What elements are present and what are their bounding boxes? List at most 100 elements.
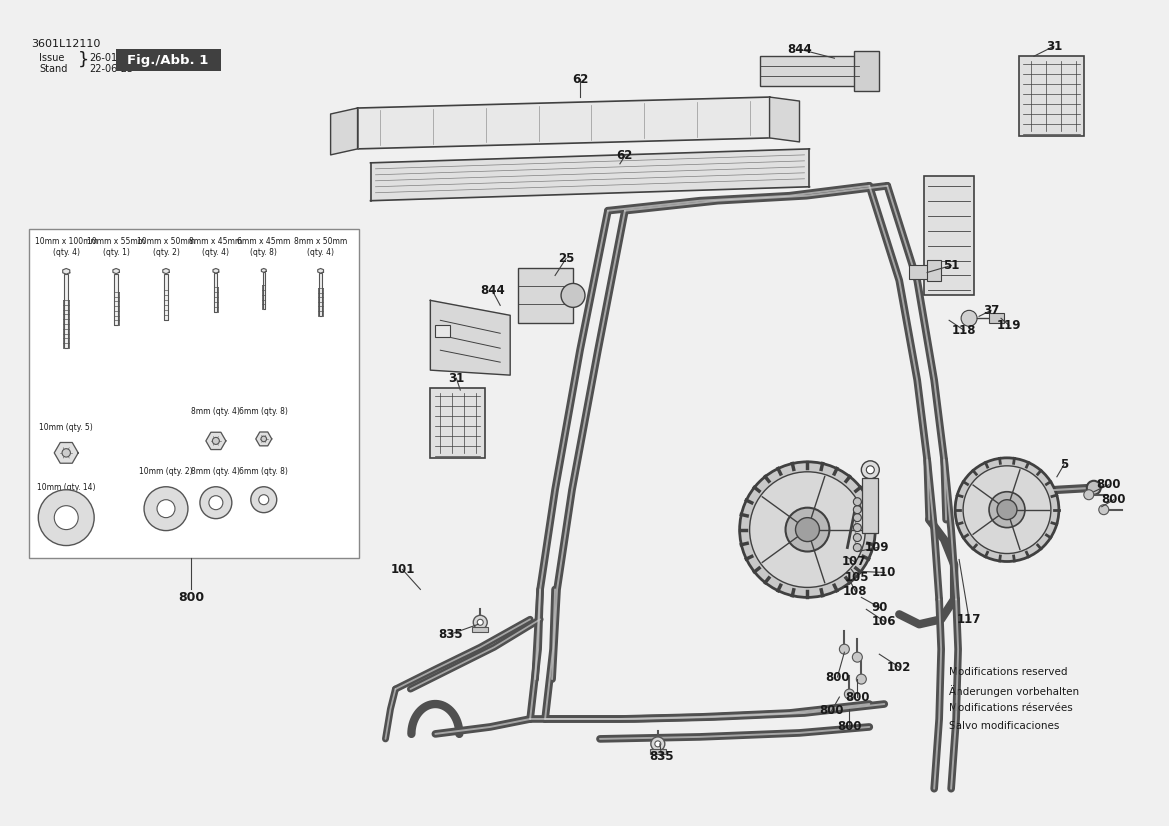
Polygon shape bbox=[371, 149, 809, 201]
Text: 10mm (qty. 2): 10mm (qty. 2) bbox=[139, 467, 193, 476]
Text: Modifications réservées: Modifications réservées bbox=[949, 703, 1073, 713]
Circle shape bbox=[786, 508, 830, 552]
Text: 6mm x 45mm
(qty. 8): 6mm x 45mm (qty. 8) bbox=[237, 236, 290, 257]
Text: 10mm (qty. 14): 10mm (qty. 14) bbox=[37, 482, 96, 491]
Text: 22-06-23: 22-06-23 bbox=[89, 64, 133, 74]
Text: 37: 37 bbox=[983, 304, 999, 317]
Text: 800: 800 bbox=[845, 691, 870, 704]
Polygon shape bbox=[262, 268, 267, 273]
Bar bbox=[319, 273, 323, 316]
Text: 110: 110 bbox=[872, 566, 897, 579]
Bar bbox=[1019, 56, 1084, 136]
Circle shape bbox=[853, 524, 862, 532]
Polygon shape bbox=[318, 268, 324, 273]
Polygon shape bbox=[430, 301, 510, 375]
Circle shape bbox=[853, 498, 862, 506]
Bar bbox=[989, 313, 1004, 323]
Circle shape bbox=[477, 620, 483, 625]
Circle shape bbox=[258, 495, 269, 505]
Text: 62: 62 bbox=[617, 150, 634, 163]
Text: Salvo modificaciones: Salvo modificaciones bbox=[949, 721, 1059, 731]
Text: 119: 119 bbox=[997, 319, 1022, 332]
Circle shape bbox=[989, 491, 1025, 528]
Polygon shape bbox=[213, 268, 219, 273]
Circle shape bbox=[963, 466, 1051, 553]
Text: 835: 835 bbox=[650, 750, 675, 763]
Circle shape bbox=[853, 506, 862, 514]
Circle shape bbox=[209, 496, 223, 510]
Polygon shape bbox=[358, 97, 769, 149]
Text: 8mm x 45mm
(qty. 4): 8mm x 45mm (qty. 4) bbox=[189, 236, 242, 257]
Circle shape bbox=[795, 518, 819, 542]
Bar bbox=[472, 627, 489, 632]
Text: 51: 51 bbox=[943, 259, 960, 272]
Circle shape bbox=[844, 689, 855, 699]
Polygon shape bbox=[769, 97, 800, 142]
Circle shape bbox=[1099, 505, 1108, 515]
Polygon shape bbox=[54, 443, 78, 463]
Circle shape bbox=[839, 644, 850, 654]
Text: 8mm (qty. 4): 8mm (qty. 4) bbox=[192, 467, 241, 476]
Bar bbox=[214, 273, 217, 312]
Bar bbox=[64, 274, 68, 348]
Bar bbox=[909, 265, 929, 279]
Circle shape bbox=[857, 674, 866, 684]
Bar bbox=[115, 273, 118, 325]
Text: 800: 800 bbox=[837, 720, 862, 733]
Circle shape bbox=[200, 487, 231, 519]
Polygon shape bbox=[331, 108, 358, 154]
Text: 102: 102 bbox=[887, 661, 912, 674]
Bar bbox=[29, 229, 359, 558]
Text: 90: 90 bbox=[871, 601, 887, 614]
Text: 25: 25 bbox=[558, 252, 574, 265]
Text: 6mm (qty. 8): 6mm (qty. 8) bbox=[240, 467, 289, 476]
Polygon shape bbox=[113, 268, 119, 273]
Circle shape bbox=[62, 449, 70, 457]
Text: 800: 800 bbox=[1101, 493, 1126, 506]
Text: 6mm (qty. 8): 6mm (qty. 8) bbox=[240, 407, 289, 416]
Text: 800: 800 bbox=[819, 705, 844, 718]
Circle shape bbox=[997, 500, 1017, 520]
Polygon shape bbox=[162, 268, 170, 273]
Text: 31: 31 bbox=[1046, 40, 1061, 53]
Text: Änderungen vorbehalten: Änderungen vorbehalten bbox=[949, 685, 1079, 697]
Polygon shape bbox=[206, 432, 226, 449]
Circle shape bbox=[473, 615, 487, 629]
Circle shape bbox=[144, 487, 188, 530]
Bar bbox=[925, 176, 974, 296]
Circle shape bbox=[853, 514, 862, 522]
Text: 117: 117 bbox=[957, 613, 981, 626]
Text: 8mm x 50mm
(qty. 4): 8mm x 50mm (qty. 4) bbox=[295, 236, 347, 257]
Text: 108: 108 bbox=[843, 585, 867, 598]
Text: 10mm x 50mm
(qty. 2): 10mm x 50mm (qty. 2) bbox=[137, 236, 195, 257]
Bar bbox=[165, 273, 167, 320]
Bar bbox=[855, 51, 879, 91]
Text: 844: 844 bbox=[479, 284, 505, 297]
Text: 26-01: 26-01 bbox=[89, 53, 117, 64]
Circle shape bbox=[862, 461, 879, 479]
Circle shape bbox=[655, 741, 660, 747]
Text: 835: 835 bbox=[438, 628, 463, 641]
Circle shape bbox=[749, 472, 865, 587]
Text: 101: 101 bbox=[390, 563, 415, 576]
Circle shape bbox=[740, 462, 876, 597]
Bar bbox=[435, 325, 450, 337]
Bar bbox=[263, 273, 265, 309]
Text: Fig./Abb. 1: Fig./Abb. 1 bbox=[127, 54, 209, 67]
Text: 118: 118 bbox=[952, 324, 976, 337]
Circle shape bbox=[561, 283, 584, 307]
Text: 10mm x 55mm
(qty. 1): 10mm x 55mm (qty. 1) bbox=[87, 236, 145, 257]
Text: 800: 800 bbox=[1097, 478, 1121, 491]
Bar bbox=[927, 259, 941, 282]
Text: Modifications reserved: Modifications reserved bbox=[949, 667, 1067, 677]
Circle shape bbox=[261, 436, 267, 442]
Text: Stand: Stand bbox=[40, 64, 68, 74]
Circle shape bbox=[961, 311, 977, 326]
Text: 31: 31 bbox=[448, 372, 464, 385]
Text: 3601L12110: 3601L12110 bbox=[32, 40, 101, 50]
Text: 62: 62 bbox=[572, 73, 588, 86]
Bar bbox=[760, 56, 859, 86]
Circle shape bbox=[1087, 481, 1101, 495]
Polygon shape bbox=[63, 268, 70, 274]
Circle shape bbox=[1084, 490, 1094, 500]
